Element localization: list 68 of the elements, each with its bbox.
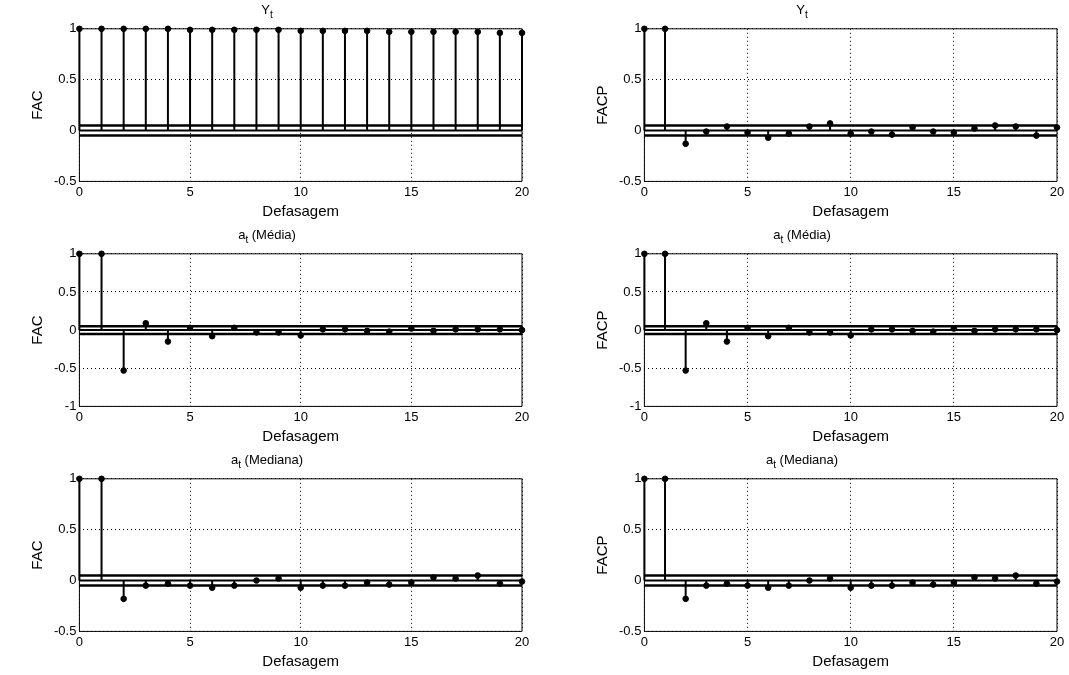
x-tick-label: 15: [946, 183, 962, 199]
y-axis-title: FACP: [593, 85, 611, 125]
chart-title: a$_{t}$ (Mediana): [765, 452, 839, 470]
x-tick-label: 10: [293, 183, 308, 199]
x-tick-label: 15: [946, 408, 962, 424]
y-tick-label: 0: [69, 321, 77, 337]
y-tick-label: -0.5: [618, 172, 642, 188]
x-tick-label: 15: [404, 183, 419, 199]
y-tick-label: 0: [69, 572, 77, 588]
y-tick-label: 0.5: [623, 521, 642, 537]
y-tick-label: 0.5: [58, 521, 77, 537]
x-tick-label: 20: [1049, 408, 1065, 424]
chart-title: Y$_{t}$: [796, 2, 808, 20]
x-tick-label: 5: [743, 408, 752, 424]
y-axis-title: FAC: [28, 90, 46, 120]
y-tick-label: 0: [634, 321, 642, 337]
x-axis-title: Defasagem: [262, 652, 340, 670]
y-tick-label: 1: [69, 245, 77, 261]
y-axis-title: FAC: [28, 540, 46, 570]
x-tick-label: 10: [843, 408, 858, 424]
chart-title: a$_{t}$ (Média): [773, 227, 831, 245]
x-tick-label: 20: [514, 183, 530, 199]
x-tick-label: 5: [743, 183, 752, 199]
y-tick-label: -0.5: [53, 622, 77, 638]
x-tick-label: 10: [843, 183, 858, 199]
x-tick-label: 10: [293, 633, 308, 649]
x-tick-label: 5: [186, 633, 194, 649]
x-tick-label: 20: [514, 633, 530, 649]
chart-title: Y$_{t}$: [261, 2, 273, 20]
y-tick-label: 0: [69, 122, 77, 138]
x-axis-title: Defasagem: [812, 652, 890, 670]
y-tick-label: 0.5: [623, 283, 642, 299]
y-tick-label: 0: [634, 122, 642, 138]
y-tick-label: -0.5: [53, 172, 77, 188]
y-axis-title: FACP: [593, 535, 611, 575]
y-tick-label: -1: [629, 397, 642, 413]
x-tick-label: 20: [1049, 633, 1065, 649]
y-tick-label: 1: [634, 20, 642, 36]
y-tick-label: -0.5: [618, 359, 642, 375]
x-tick-label: 20: [514, 408, 530, 424]
x-tick-label: 15: [404, 408, 419, 424]
y-tick-label: 0.5: [623, 71, 642, 87]
x-tick-label: 10: [843, 633, 858, 649]
x-tick-label: 15: [404, 633, 419, 649]
chart-title: a$_{t}$ (Média): [238, 227, 296, 245]
x-tick-label: 10: [293, 408, 308, 424]
x-axis-title: Defasagem: [262, 427, 340, 445]
y-tick-label: 1: [634, 245, 642, 261]
x-axis-title: Defasagem: [812, 202, 890, 220]
x-axis-title: Defasagem: [262, 202, 340, 220]
x-tick-label: 5: [186, 183, 194, 199]
x-tick-label: 5: [743, 633, 752, 649]
y-tick-label: -0.5: [618, 622, 642, 638]
y-tick-label: 1: [69, 20, 77, 36]
x-tick-label: 20: [1049, 183, 1065, 199]
y-axis-title: FACP: [593, 310, 611, 350]
y-tick-label: 0.5: [58, 283, 77, 299]
x-axis-title: Defasagem: [812, 427, 890, 445]
y-tick-label: -1: [64, 397, 77, 413]
y-tick-label: 0: [634, 572, 642, 588]
x-tick-label: 15: [946, 633, 962, 649]
y-tick-label: -0.5: [53, 359, 77, 375]
chart-title: a$_{t}$ (Mediana): [230, 452, 304, 470]
y-axis-title: FAC: [28, 315, 46, 345]
y-tick-label: 1: [69, 470, 77, 486]
x-tick-label: 5: [186, 408, 194, 424]
y-tick-label: 0.5: [58, 71, 77, 87]
y-tick-label: 1: [634, 470, 642, 486]
